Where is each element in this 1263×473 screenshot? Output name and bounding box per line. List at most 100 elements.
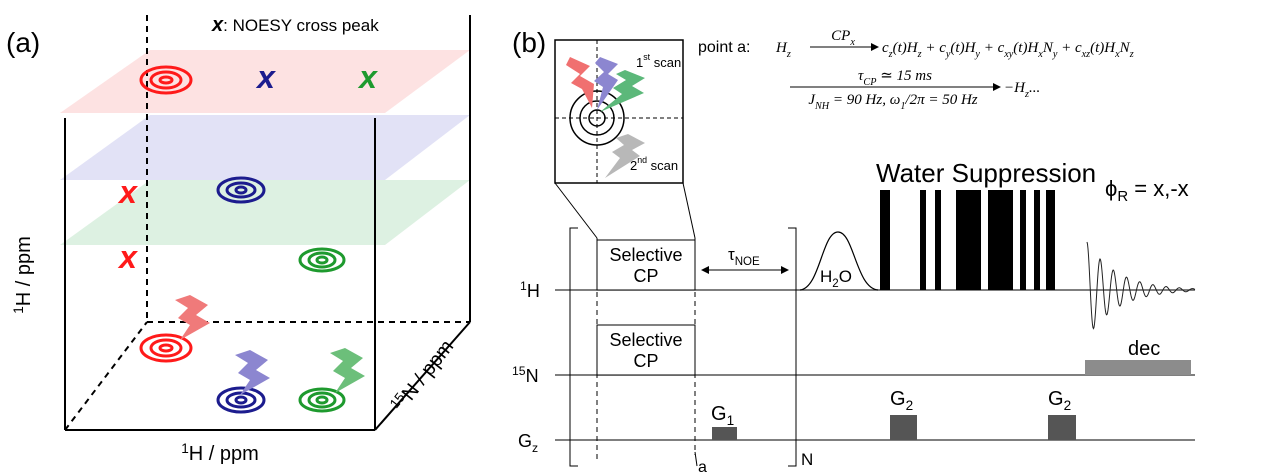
cp-label-line: CP [633,351,658,371]
script-text: NOE [735,256,760,268]
script-text: xz [1081,49,1091,60]
text-segment: O [839,267,852,286]
x-axis-label: 1H / ppm [181,441,259,465]
dec-label: dec [1128,338,1160,360]
text-segment: + c [922,40,947,56]
equation: τCP ≃ 15 ms [858,68,932,88]
text-segment: ϕ [1105,176,1117,201]
text-segment: 2 [630,158,637,173]
text-segment: N [526,366,539,386]
panel-label: (a) [6,27,40,58]
text-segment: −H [1004,80,1026,96]
cp-label-line: Selective [609,245,682,265]
script-text: R [1117,188,1128,205]
plane [60,115,470,180]
text-segment: G [1048,388,1064,410]
channel-label: Gz [518,431,538,455]
script-text: z [1129,49,1134,60]
gradient [1048,415,1076,440]
script-text: xy [1003,49,1014,60]
z-axis-label: 15N / ppm [387,335,458,417]
legend: x: NOESY cross peak [211,14,379,36]
bracket [788,228,796,466]
scan-label: 2nd scan [630,155,678,173]
text-segment: H / ppm [189,443,259,465]
cp-label-line: CP [633,266,658,286]
legend-symbol: x [211,14,224,36]
scan-label: 1st scan [636,52,681,70]
guide [695,452,697,466]
water-label: H2O [820,267,852,290]
zoom-line [683,183,695,238]
text-segment: /2π = 50 Hz [904,92,977,108]
bolt [175,295,210,340]
text-segment: G [711,403,727,425]
legend-text: : NOESY cross peak [223,16,379,35]
point-marker: a [698,459,707,473]
script-text: 1 [181,441,189,456]
script-text: CP [863,77,876,88]
text-segment: 1 [636,55,643,70]
text-segment: = x,-x [1128,176,1189,201]
gradient [890,415,917,440]
bolt [330,348,365,393]
cp-label-line: Selective [609,330,682,350]
text-segment: H / ppm [13,236,35,306]
equation: −Hz... [1004,80,1040,100]
repeat-label: N [801,450,813,469]
mixing-label: τNOE [728,245,760,268]
script-text: nd [637,155,647,165]
equation: Hz [775,40,791,60]
panel-b: (b) 1st scan 2nd scan point a: Hz CPx cz… [512,27,1195,473]
decoupling [1085,360,1191,375]
equation: cz(t)Hz + cy(t)Hy + cxy(t)HxNy + cxz(t)H… [882,40,1134,60]
water-suppression-label: Water Suppression [876,158,1096,188]
y-axis-label: 1H / ppm [11,236,35,314]
script-text: z [786,49,791,60]
panel-label: (b) [512,27,546,58]
script-text: x [849,37,855,48]
text-segment: scan [647,158,678,173]
equation: CPx [831,28,855,48]
cross-peak: x [255,59,276,95]
text-segment: (t)H [1013,40,1039,56]
zoom-line [555,183,597,238]
gradient-label: G2 [890,388,913,413]
channel-label: 15N [512,364,539,386]
script-text: 2 [906,398,914,413]
text-segment: (t)H [1090,40,1116,56]
text-segment: = 90 Hz, ω [829,92,900,108]
cross-peak: x [117,174,138,210]
channel-label: 1H [520,279,540,301]
text-segment: + c [980,40,1005,56]
gradient-label: G1 [711,403,734,428]
script-text: 15 [512,364,526,378]
phase-label: ϕR = x,-x [1105,176,1189,205]
suppression-pulses [880,190,1055,290]
text-segment: (t)H [893,40,919,56]
panel-a: (a) x: NOESY cross peak [6,14,470,465]
bracket [570,228,578,466]
text-segment: N / ppm [398,336,458,405]
text-segment: G [518,431,532,451]
point-label: point a: [698,39,750,56]
text-segment: + c [1057,40,1082,56]
cross-peak: x [117,239,138,275]
text-segment: ... [1029,80,1040,96]
script-text: 1 [727,413,735,428]
cross-peak: x [357,59,378,95]
figure: (a) x: NOESY cross peak [0,0,1263,473]
text-segment: scan [650,55,681,70]
fid [1087,242,1195,329]
equation: JNH = 90 Hz, ω1/2π = 50 Hz [808,92,977,112]
script-text: z [532,441,538,455]
gradient [712,427,737,440]
text-segment: H [820,267,832,286]
script-text: NH [814,101,830,112]
gradient-label: G2 [1048,388,1071,413]
text-segment: H [527,281,540,301]
text-segment: (t)H [950,40,976,56]
text-segment: CP [831,28,850,44]
text-segment: G [890,388,906,410]
text-segment: ≃ 15 ms [876,68,932,84]
